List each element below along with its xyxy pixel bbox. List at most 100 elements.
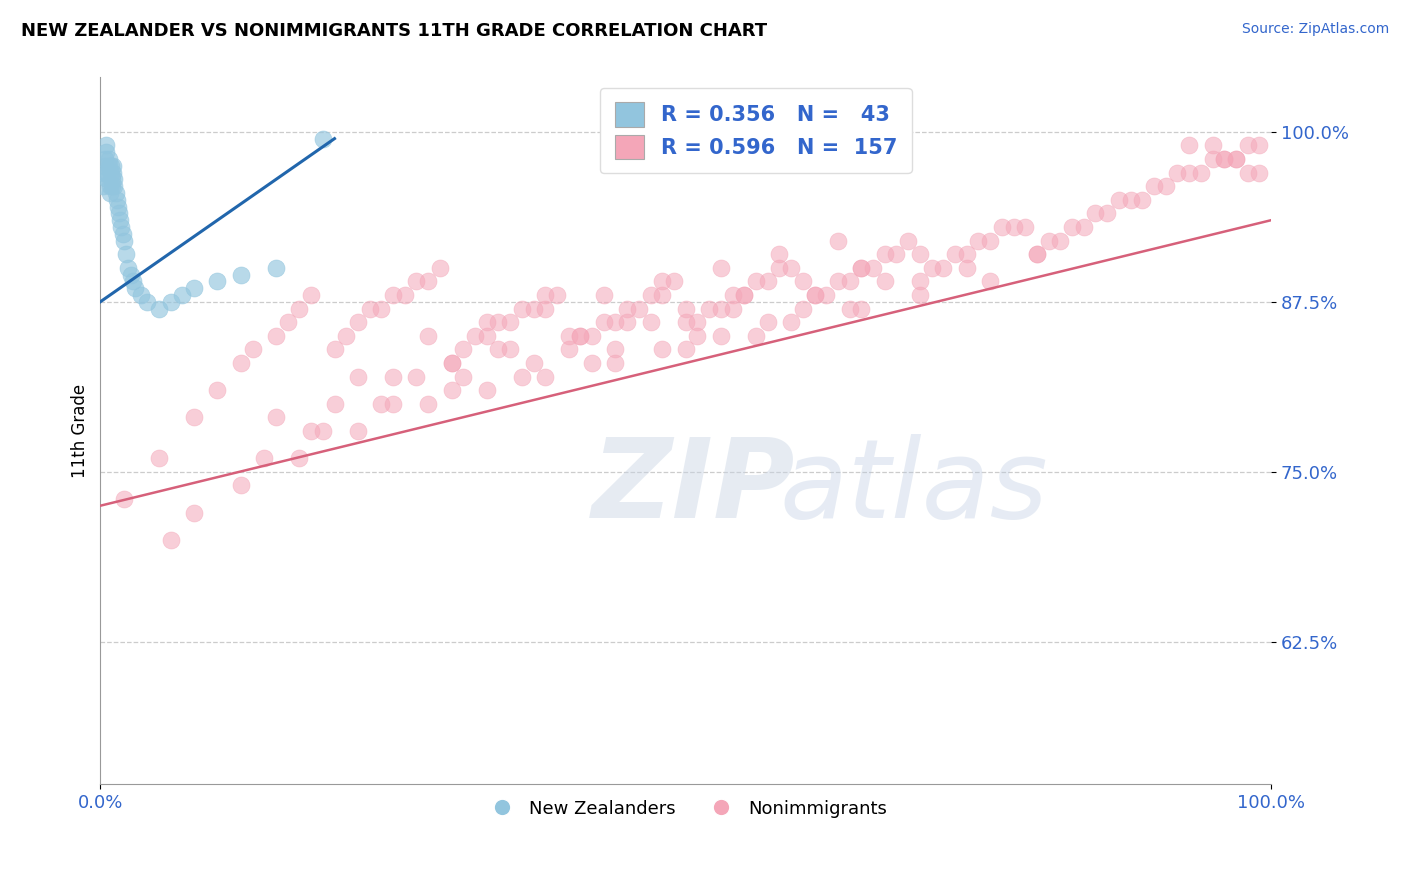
Point: [94, 159, 117, 173]
Point: [675, 343, 697, 357]
Point: [686, 315, 709, 329]
Point: [956, 260, 979, 275]
Point: [756, 274, 779, 288]
Point: [592, 315, 614, 329]
Point: [103, 159, 125, 173]
Point: [253, 451, 276, 466]
Point: [510, 301, 533, 316]
Point: [299, 424, 322, 438]
Point: [956, 247, 979, 261]
Point: [908, 247, 931, 261]
Point: [418, 328, 440, 343]
Point: [100, 166, 122, 180]
Text: NEW ZEALANDER VS NONIMMIGRANTS 11TH GRADE CORRELATION CHART: NEW ZEALANDER VS NONIMMIGRANTS 11TH GRAD…: [21, 22, 768, 40]
Point: [453, 369, 475, 384]
Point: [486, 343, 509, 357]
Point: [745, 274, 768, 288]
Point: [1225, 152, 1247, 166]
Point: [605, 315, 627, 329]
Point: [815, 288, 838, 302]
Point: [1178, 138, 1201, 153]
Point: [312, 131, 335, 145]
Point: [662, 274, 685, 288]
Point: [499, 315, 522, 329]
Point: [394, 288, 416, 302]
Legend: New Zealanders, Nonimmigrants: New Zealanders, Nonimmigrants: [477, 792, 894, 825]
Point: [122, 274, 145, 288]
Point: [721, 288, 744, 302]
Point: [382, 397, 405, 411]
Point: [557, 328, 579, 343]
Point: [569, 328, 592, 343]
Point: [312, 424, 335, 438]
Point: [733, 288, 755, 302]
Point: [229, 356, 252, 370]
Point: [886, 247, 908, 261]
Point: [908, 288, 931, 302]
Point: [347, 424, 370, 438]
Point: [229, 268, 252, 282]
Point: [1213, 152, 1236, 166]
Point: [103, 179, 125, 194]
Point: [721, 301, 744, 316]
Point: [105, 193, 128, 207]
Point: [1084, 206, 1107, 220]
Point: [440, 383, 463, 397]
Point: [108, 206, 131, 220]
Point: [117, 260, 139, 275]
Point: [780, 260, 803, 275]
Point: [98, 186, 121, 200]
Point: [335, 328, 357, 343]
Point: [98, 179, 121, 194]
Point: [803, 288, 825, 302]
Point: [943, 247, 966, 261]
Point: [159, 294, 181, 309]
Point: [93, 166, 115, 180]
Point: [1201, 138, 1223, 153]
Point: [640, 315, 662, 329]
Point: [103, 172, 125, 186]
Point: [1143, 179, 1166, 194]
Point: [592, 288, 614, 302]
Point: [851, 260, 873, 275]
Point: [347, 369, 370, 384]
Point: [288, 451, 311, 466]
Point: [347, 315, 370, 329]
Point: [264, 328, 287, 343]
Point: [359, 301, 381, 316]
Point: [110, 219, 132, 234]
Point: [627, 301, 650, 316]
Point: [792, 274, 814, 288]
Point: [405, 274, 427, 288]
Point: [382, 288, 405, 302]
Point: [183, 410, 205, 425]
Point: [581, 328, 603, 343]
Point: [148, 451, 170, 466]
Point: [838, 274, 860, 288]
Point: [405, 369, 427, 384]
Point: [1060, 219, 1083, 234]
Point: [605, 356, 627, 370]
Point: [710, 301, 733, 316]
Point: [1119, 193, 1142, 207]
Point: [768, 260, 790, 275]
Point: [429, 260, 451, 275]
Point: [792, 301, 814, 316]
Point: [96, 166, 118, 180]
Point: [242, 343, 264, 357]
Point: [229, 478, 252, 492]
Point: [183, 281, 205, 295]
Point: [124, 281, 146, 295]
Point: [1189, 166, 1212, 180]
Point: [1095, 206, 1118, 220]
Point: [908, 274, 931, 288]
Point: [288, 301, 311, 316]
Point: [97, 152, 120, 166]
Point: [131, 288, 153, 302]
Point: [510, 369, 533, 384]
Point: [475, 315, 498, 329]
Point: [991, 219, 1014, 234]
Point: [1201, 152, 1223, 166]
Point: [697, 301, 720, 316]
Point: [557, 343, 579, 357]
